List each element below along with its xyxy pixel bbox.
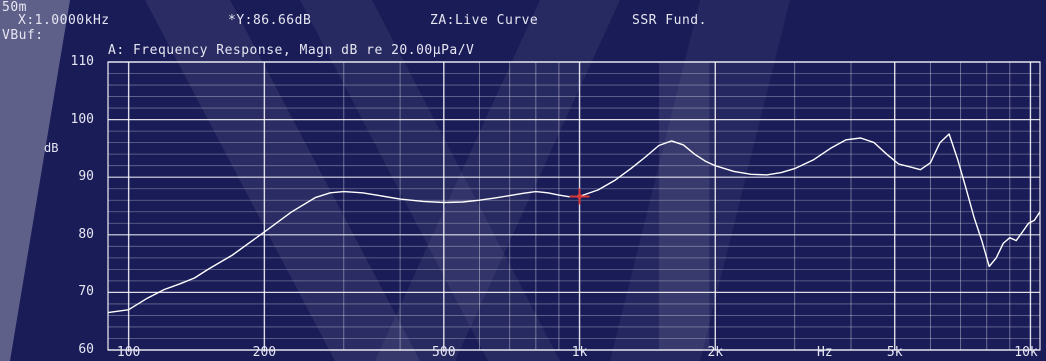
- shading-band: [658, 62, 710, 350]
- grid-lines: [107, 61, 1041, 351]
- za-label: ZA:Live Curve: [430, 13, 539, 28]
- y-tick-label: 90: [78, 169, 94, 185]
- shading-band: [0, 0, 70, 361]
- vbuf-label: VBuf:: [2, 28, 44, 43]
- y-tick-label: 60: [78, 342, 94, 357]
- shading-band: [610, 0, 790, 361]
- shading-band: [145, 0, 420, 361]
- response-curve-group: [107, 133, 1041, 314]
- x-tick-label: 10k: [1014, 345, 1038, 360]
- x-tick-label: 500: [432, 345, 456, 360]
- shading-band: [375, 0, 620, 361]
- x-tick-label: 1k: [571, 345, 588, 360]
- y-tick-label: 80: [78, 226, 94, 242]
- x-tick-label: 2k: [707, 345, 724, 360]
- y-readout: *Y:86.66dB: [228, 13, 312, 28]
- cursor-marker-center[interactable]: [577, 193, 583, 199]
- x-tick-label: Hz: [817, 345, 833, 360]
- response-curve: [107, 133, 1041, 314]
- shading-band: [300, 0, 560, 361]
- y-tick-label: 110: [70, 54, 94, 69]
- x-tick-label: 100: [116, 345, 141, 360]
- header-line1: 50m: [2, 0, 27, 15]
- plot-frame: [107, 61, 1041, 351]
- ssr-label: SSR Fund.: [632, 13, 707, 28]
- y-tick-label: 100: [70, 111, 94, 127]
- x-tick-label: 200: [252, 345, 277, 360]
- cursor-marker-group[interactable]: [569, 188, 590, 205]
- chart-title: A: Frequency Response, Magn dB re 20.00µ…: [108, 43, 475, 58]
- x-readout: X:1.0000kHz: [18, 13, 110, 28]
- background-shading: [0, 0, 790, 361]
- y-tick-label: 70: [78, 284, 94, 300]
- y-axis-label: dB: [44, 141, 59, 155]
- x-tick-label: 5k: [886, 345, 903, 360]
